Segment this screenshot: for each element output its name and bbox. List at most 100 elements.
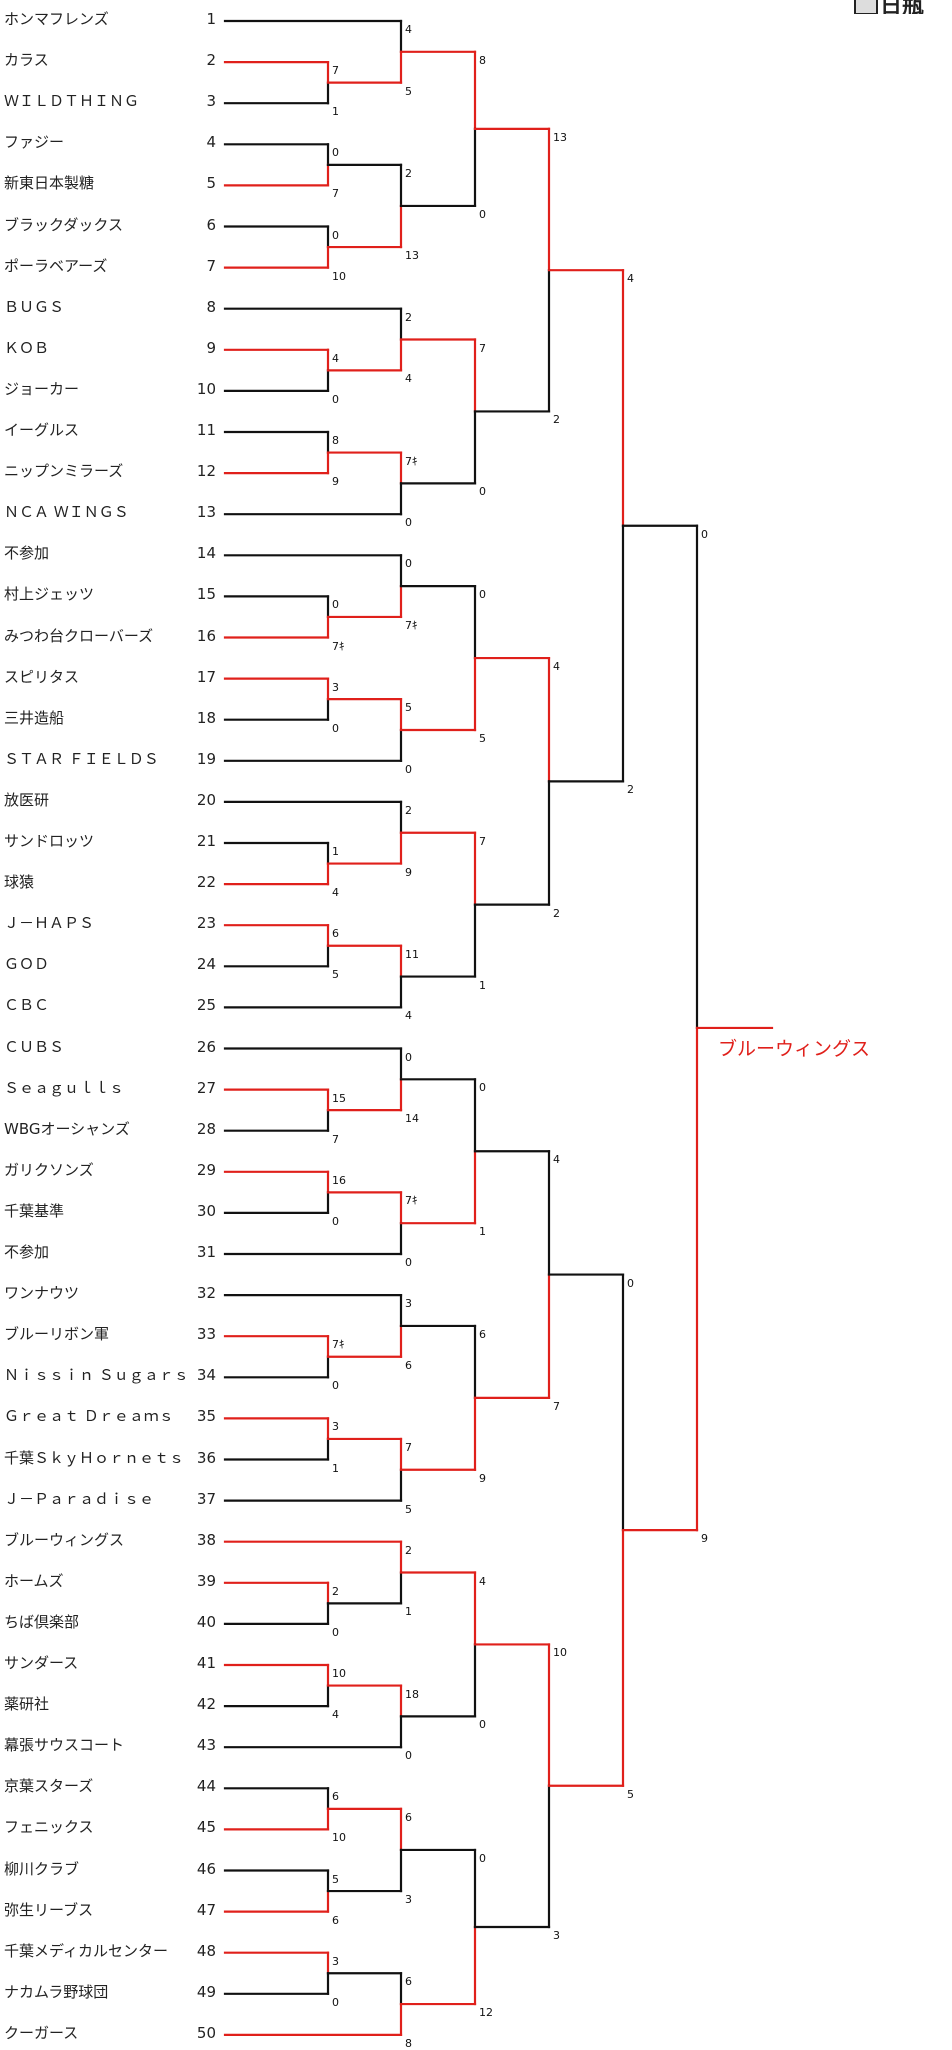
team-name: 薬研社 — [4, 1695, 50, 1714]
team-seed: 47 — [196, 1900, 216, 1919]
match-score: 6 — [405, 1358, 412, 1372]
team-seed: 12 — [196, 462, 216, 481]
team-seed: 27 — [196, 1078, 216, 1097]
team-name: ちば倶楽部 — [4, 1612, 80, 1631]
team-seed: 19 — [196, 749, 216, 768]
team-name: 千葉メディカルセンター — [4, 1941, 168, 1960]
header-corner-badge: 日瓶 — [852, 0, 952, 14]
team-seed: 39 — [196, 1571, 216, 1590]
team-name: サンドロッツ — [4, 832, 95, 850]
team-seed: 6 — [206, 215, 216, 234]
team-seed: 36 — [196, 1448, 216, 1467]
match-score: 4 — [332, 351, 339, 365]
match-score: 0 — [479, 588, 486, 602]
champion-label: ブルーウィングス — [718, 1038, 871, 1060]
team-seed: 21 — [196, 832, 216, 850]
team-name: Ｊ－Ｐａｒａｄｉｓｅ — [4, 1489, 155, 1508]
team-seed: 11 — [196, 421, 216, 439]
match-score: 13 — [553, 130, 567, 144]
team-name: ＷＩＬＤＴＨＩＮＧ — [4, 92, 140, 111]
team-name: ＳＴＡＲ ＦＩＥＬＤＳ — [4, 749, 159, 768]
team-seed: 10 — [196, 379, 216, 398]
match-score: 0 — [405, 557, 412, 571]
team-seed: 50 — [196, 2023, 216, 2042]
team-name: Ｊ－ＨＡＰＳ — [4, 914, 95, 933]
team-seed: 16 — [196, 626, 216, 645]
match-score: 6 — [332, 927, 339, 941]
match-score: 1 — [479, 978, 486, 992]
match-score: 1 — [479, 1225, 486, 1239]
team-name: 放医研 — [4, 790, 50, 809]
team-seed: 37 — [196, 1489, 216, 1508]
team-name: ＣＵＢＳ — [4, 1037, 65, 1056]
team-name: ＢＵＧＳ — [4, 297, 65, 316]
match-score: 12 — [479, 2006, 493, 2020]
match-score: 1 — [332, 105, 339, 119]
match-score: 7ｷ — [332, 639, 345, 653]
team-name: ジョーカー — [4, 379, 80, 398]
team-seed: 4 — [206, 133, 216, 152]
team-seed: 24 — [196, 955, 216, 974]
match-score: 5 — [479, 731, 486, 745]
match-score: 4 — [332, 886, 339, 900]
team-name: みつわ台クローバーズ — [4, 626, 154, 645]
match-score: 4 — [332, 1708, 339, 1722]
match-score: 6 — [332, 1790, 339, 1804]
team-seed: 43 — [196, 1736, 216, 1755]
team-name: ブラックダックス — [4, 215, 123, 234]
team-seed: 1 — [206, 10, 216, 28]
team-seed: 5 — [206, 174, 216, 193]
match-score: 4 — [479, 1574, 486, 1588]
team-name: ＮＣＡ ＷＩＮＧＳ — [4, 503, 129, 522]
team-seed: 33 — [196, 1325, 216, 1344]
team-seed: 13 — [196, 503, 216, 522]
match-score: 0 — [332, 1214, 339, 1228]
match-score: 0 — [479, 1081, 486, 1095]
team-name: Ｎｉｓｓｉｎ Ｓｕｇａｒｓ — [4, 1366, 189, 1385]
team-seed: 8 — [206, 297, 216, 316]
team-seed: 29 — [196, 1160, 216, 1179]
match-score: 7ｷ — [405, 454, 418, 468]
match-score: 6 — [405, 1975, 412, 1989]
match-score: 9 — [332, 475, 339, 489]
match-score: 0 — [479, 207, 486, 221]
team-seed: 18 — [196, 708, 216, 727]
match-score: 0 — [627, 1276, 634, 1290]
team-seed: 44 — [196, 1777, 216, 1796]
match-score: 0 — [479, 1851, 486, 1865]
match-score: 4 — [405, 1009, 412, 1023]
team-name: ガリクソンズ — [4, 1160, 94, 1179]
match-score: 7 — [332, 1132, 339, 1146]
match-score: 3 — [405, 1297, 412, 1311]
team-name: ファジー — [4, 133, 65, 152]
match-score: 0 — [405, 762, 412, 776]
match-score: 6 — [405, 1810, 412, 1824]
match-score: 4 — [627, 272, 634, 286]
team-name: ブルーウィングス — [4, 1530, 125, 1549]
match-score: 2 — [553, 413, 560, 427]
match-score: 10 — [553, 1646, 567, 1660]
team-seed: 40 — [196, 1612, 216, 1631]
team-name: 村上ジェッツ — [4, 585, 95, 604]
match-score: 2 — [405, 166, 412, 180]
team-name: ＣＢＣ — [4, 996, 50, 1015]
match-score: 4 — [405, 372, 412, 386]
team-seed: 46 — [196, 1859, 216, 1878]
match-score: 0 — [332, 392, 339, 406]
team-seed: 45 — [196, 1818, 216, 1837]
match-score: 0 — [701, 527, 708, 541]
match-score: 7 — [332, 187, 339, 201]
corner-icon — [854, 0, 878, 14]
team-name: 千葉基準 — [4, 1201, 65, 1220]
match-score: 7ｷ — [405, 1194, 418, 1208]
match-score: 16 — [332, 1173, 346, 1187]
team-name: クーガース — [4, 2023, 79, 2042]
match-score: 7 — [405, 1440, 412, 1454]
match-score: 0 — [332, 1379, 339, 1393]
match-score: 6 — [332, 1913, 339, 1927]
match-score: 5 — [332, 968, 339, 982]
team-seed: 32 — [196, 1284, 216, 1303]
match-score: 10 — [332, 269, 346, 283]
match-score: 0 — [332, 1995, 339, 2009]
team-seed: 38 — [196, 1530, 216, 1549]
